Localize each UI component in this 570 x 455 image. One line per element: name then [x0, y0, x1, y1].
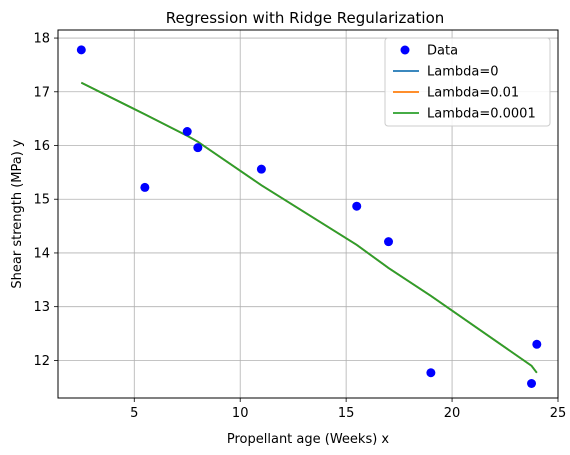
data-point — [140, 182, 150, 192]
x-tick-label: 15 — [338, 406, 355, 421]
legend: Data Lambda=0 Lambda=0.01 Lambda=0.0001 — [384, 37, 551, 127]
y-tick-label: 13 — [33, 300, 50, 315]
legend-label: Lambda=0.01 — [427, 86, 519, 101]
data-point — [532, 339, 542, 349]
y-axis-label: Shear strength (MPa) y — [10, 139, 25, 289]
y-tick-label: 18 — [33, 32, 50, 47]
x-tick-label: 10 — [232, 406, 249, 421]
data-point — [426, 368, 436, 378]
y-tick-label: 16 — [33, 139, 50, 154]
data-point — [384, 237, 394, 247]
plot-area — [76, 45, 542, 388]
data-point — [256, 164, 266, 174]
legend-box — [384, 37, 551, 127]
legend-label: Lambda=0.0001 — [427, 107, 536, 122]
legend-label: Data — [427, 44, 458, 59]
y-tick-label: 14 — [33, 246, 50, 261]
data-point — [527, 378, 537, 388]
x-tick-label: 25 — [550, 406, 567, 421]
x-tick-label: 20 — [444, 406, 461, 421]
legend-marker-data — [400, 45, 410, 55]
y-tick-label: 17 — [33, 85, 50, 100]
x-tick-label: 5 — [130, 406, 138, 421]
series-line-lambda-0-0001 — [80, 81, 538, 374]
legend-label: Lambda=0 — [427, 65, 499, 80]
y-tick-label: 15 — [33, 193, 50, 208]
data-point — [193, 143, 203, 153]
data-point — [76, 45, 86, 55]
data-point — [182, 127, 192, 137]
plot-frame — [57, 29, 559, 399]
chart-title: Regression with Ridge Regularization — [166, 9, 445, 27]
data-point — [352, 201, 362, 211]
axis-ticks: 5 10 15 20 25 12 13 14 15 16 17 18 — [33, 32, 566, 421]
x-axis-label: Propellant age (Weeks) x — [227, 432, 390, 447]
y-tick-label: 12 — [33, 354, 50, 369]
